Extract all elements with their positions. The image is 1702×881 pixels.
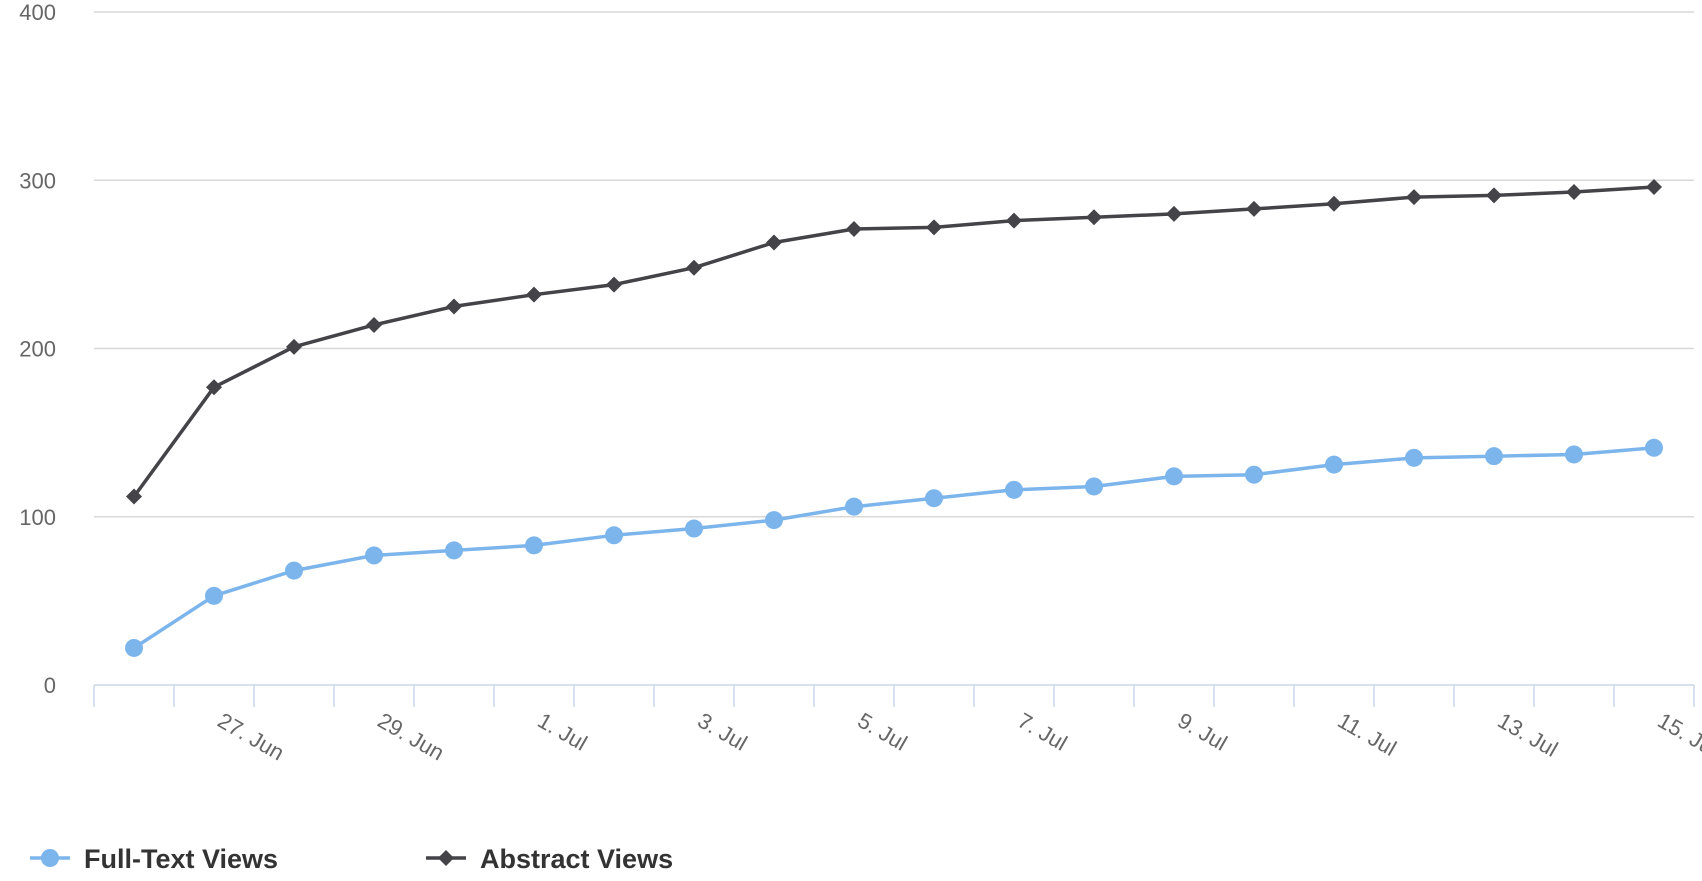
- data-point-full-text-views: [525, 536, 543, 554]
- data-point-abstract-views: [1646, 179, 1662, 195]
- data-point-abstract-views: [1566, 184, 1582, 200]
- x-tick-label: 27. Jun: [214, 708, 289, 766]
- y-axis: 0 100 200 300 400: [19, 0, 56, 698]
- y-tick-label: 200: [19, 337, 56, 362]
- data-point-full-text-views: [285, 562, 303, 580]
- data-point-abstract-views: [1246, 201, 1262, 217]
- data-point-abstract-views: [286, 339, 302, 355]
- x-tick-label: 5. Jul: [854, 708, 912, 756]
- y-tick-label: 300: [19, 168, 56, 193]
- legend-label-full-text-views: Full-Text Views: [84, 844, 278, 874]
- data-point-abstract-views: [926, 219, 942, 235]
- data-point-full-text-views: [1405, 449, 1423, 467]
- x-tick-label: 15. Jul: [1654, 708, 1702, 762]
- x-tick-label: 7. Jul: [1014, 708, 1072, 756]
- legend-label-abstract-views: Abstract Views: [480, 844, 673, 874]
- grid-lines: [94, 12, 1694, 517]
- data-point-abstract-views: [1006, 213, 1022, 229]
- series-line-full-text-views: [134, 448, 1654, 648]
- data-point-abstract-views: [1086, 209, 1102, 225]
- series-layer: [125, 179, 1663, 657]
- x-tick-label: 1. Jul: [534, 708, 592, 756]
- x-tick-label: 29. Jun: [374, 708, 449, 766]
- data-point-abstract-views: [526, 287, 542, 303]
- legend-item-abstract-views: Abstract Views: [426, 844, 673, 874]
- data-point-full-text-views: [205, 587, 223, 605]
- legend-item-full-text-views: Full-Text Views: [30, 844, 278, 874]
- data-point-full-text-views: [605, 526, 623, 544]
- data-point-abstract-views: [1166, 206, 1182, 222]
- data-point-full-text-views: [1325, 456, 1343, 474]
- data-point-abstract-views: [1406, 189, 1422, 205]
- data-point-full-text-views: [1565, 445, 1583, 463]
- data-point-full-text-views: [1245, 466, 1263, 484]
- data-point-abstract-views: [446, 298, 462, 314]
- y-tick-label: 0: [44, 673, 56, 698]
- data-point-abstract-views: [1326, 196, 1342, 212]
- data-point-full-text-views: [685, 520, 703, 538]
- data-point-full-text-views: [765, 511, 783, 529]
- series-line-abstract-views: [134, 187, 1654, 497]
- y-tick-label: 400: [19, 0, 56, 25]
- data-point-abstract-views: [366, 317, 382, 333]
- data-point-abstract-views: [686, 260, 702, 276]
- x-tick-label: 13. Jul: [1494, 708, 1563, 762]
- data-point-abstract-views: [606, 277, 622, 293]
- data-point-abstract-views: [766, 235, 782, 251]
- data-point-full-text-views: [925, 489, 943, 507]
- data-point-full-text-views: [845, 498, 863, 516]
- legend-marker-abstract-views: [438, 850, 454, 866]
- data-point-full-text-views: [1485, 447, 1503, 465]
- x-tick-label: 11. Jul: [1334, 708, 1401, 761]
- x-tick-label: 3. Jul: [694, 708, 752, 756]
- data-point-full-text-views: [1085, 477, 1103, 495]
- data-point-full-text-views: [1645, 439, 1663, 457]
- data-point-full-text-views: [1165, 467, 1183, 485]
- y-tick-label: 100: [19, 505, 56, 530]
- data-point-full-text-views: [445, 541, 463, 559]
- data-point-full-text-views: [365, 546, 383, 564]
- data-point-full-text-views: [125, 639, 143, 657]
- legend: Full-Text Views Abstract Views: [30, 844, 673, 874]
- legend-marker-full-text-views: [41, 849, 59, 867]
- x-tick-label: 9. Jul: [1174, 708, 1232, 756]
- data-point-abstract-views: [846, 221, 862, 237]
- x-axis: 27. Jun 29. Jun 1. Jul 3. Jul 5. Jul 7. Jul 9.…: [94, 685, 1702, 765]
- data-point-full-text-views: [1005, 481, 1023, 499]
- data-point-abstract-views: [1486, 187, 1502, 203]
